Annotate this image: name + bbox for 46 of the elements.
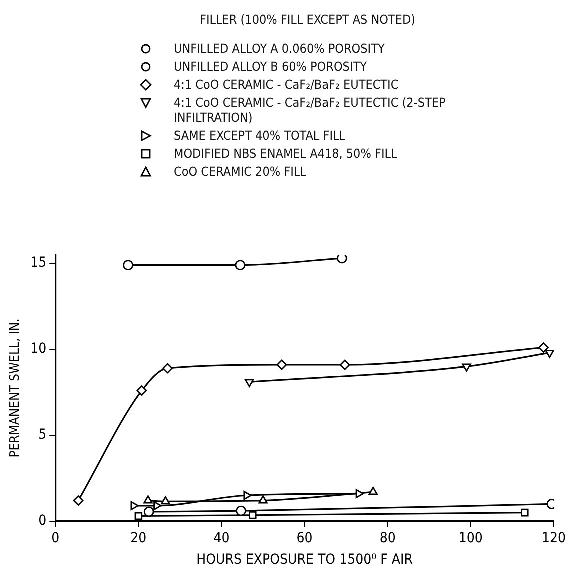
legend-label: 4:1 CoO CERAMIC - CaF₂/BaF₂ EUTECTIC (2-STEP INFILTRATION) xyxy=(174,95,447,125)
point xyxy=(236,506,246,516)
legend-label: 4:1 CoO CERAMIC - CaF₂/BaF₂ EUTECTIC xyxy=(174,77,399,92)
point xyxy=(73,496,84,506)
point xyxy=(244,491,252,500)
point xyxy=(276,360,288,370)
x-tick-label: 20 xyxy=(130,530,147,546)
point xyxy=(123,260,134,271)
x-tick-label: 0 xyxy=(52,530,60,546)
point xyxy=(134,512,143,520)
y-tick-label: 0 xyxy=(38,513,47,530)
x-axis-title: HOURS EXPOSURE TO 1500⁰ F AIR xyxy=(196,552,414,568)
legend-label: CoO CERAMIC 20% FILL xyxy=(174,164,306,179)
point xyxy=(258,496,268,504)
legend-label: UNFILLED ALLOY A 0.060% POROSITY xyxy=(174,41,385,56)
point xyxy=(368,486,378,496)
point xyxy=(249,512,257,520)
point xyxy=(144,496,153,504)
legend-label: UNFILLED ALLOY B 60% POROSITY xyxy=(174,59,367,74)
x-tick-label: 120 xyxy=(542,530,566,546)
point xyxy=(130,501,139,511)
y-tick-label: 5 xyxy=(38,427,47,444)
legend-label: MODIFIED NBS ENAMEL A418, 50% FILL xyxy=(174,146,398,161)
y-tick-label: 10 xyxy=(30,341,47,358)
x-tick-label: 60 xyxy=(296,530,313,546)
x-tick-label: 40 xyxy=(214,530,230,546)
x-tick-label: 80 xyxy=(380,530,396,546)
point xyxy=(244,379,254,388)
legend-label: SAME EXCEPT 40% TOTAL FILL xyxy=(174,128,346,143)
point xyxy=(235,260,246,271)
point xyxy=(538,342,549,354)
point xyxy=(162,363,173,374)
point xyxy=(545,350,554,358)
legend-title: FILLER (100% FILL EXCEPT AS NOTED) xyxy=(200,12,417,27)
point xyxy=(356,489,364,498)
x-tick-label: 100 xyxy=(458,530,483,546)
y-tick-label: 15 xyxy=(30,255,47,272)
point xyxy=(154,501,162,511)
y-axis-title: PERMANENT SWELL, IN. xyxy=(8,318,24,458)
point xyxy=(340,360,350,370)
point xyxy=(161,496,170,505)
point xyxy=(462,364,472,372)
point xyxy=(521,508,529,517)
point xyxy=(144,506,154,518)
point xyxy=(336,255,348,264)
point xyxy=(136,386,148,396)
